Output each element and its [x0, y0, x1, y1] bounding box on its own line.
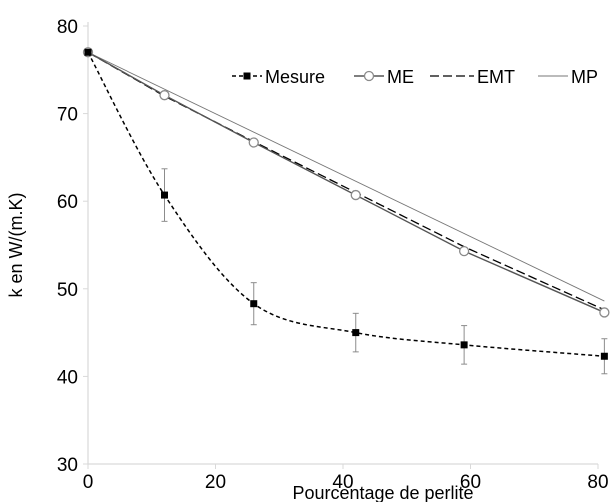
series-line-mp: [88, 52, 604, 301]
x-tick-label: 80: [587, 472, 608, 493]
legend-label-mesure: Mesure: [265, 67, 325, 87]
legend-label-mp: MP: [571, 67, 598, 87]
data-point-me: [249, 138, 258, 147]
data-point-mesure: [601, 353, 608, 360]
data-point-mesure: [161, 192, 168, 199]
data-point-mesure: [250, 300, 257, 307]
legend-marker-me: [365, 72, 374, 81]
y-tick-label: 50: [57, 280, 78, 301]
legend-entry-emt: EMT: [430, 67, 515, 87]
data-point-me: [160, 91, 169, 100]
data-point-me: [351, 191, 360, 200]
legend-entry-mp: MP: [538, 67, 598, 87]
data-point-me: [600, 308, 609, 317]
y-tick-label: 60: [57, 192, 78, 213]
y-tick-label: 70: [57, 105, 78, 126]
series-mp: [88, 52, 604, 301]
y-tick-label: 30: [57, 455, 78, 476]
legend-label-emt: EMT: [477, 67, 515, 87]
data-point-mesure: [461, 341, 468, 348]
legend-entry-mesure: Mesure: [232, 67, 325, 87]
legend-entry-me: ME: [354, 67, 414, 87]
legend-label-me: ME: [387, 67, 414, 87]
x-axis-title: Pourcentage de perlite: [292, 483, 473, 502]
x-tick-label: 0: [83, 472, 94, 493]
y-tick-label: 40: [57, 367, 78, 388]
data-point-mesure: [352, 329, 359, 336]
legend-marker-mesure: [244, 73, 251, 80]
data-point-me: [460, 247, 469, 256]
data-point-mesure: [85, 49, 92, 56]
y-tick-label: 80: [57, 17, 78, 38]
legend: Mesure ME EMT MP: [232, 67, 598, 87]
y-axis-title: k en W/(m.K): [6, 192, 26, 297]
x-tick-label: 20: [205, 472, 226, 493]
series-layer: [84, 48, 609, 374]
